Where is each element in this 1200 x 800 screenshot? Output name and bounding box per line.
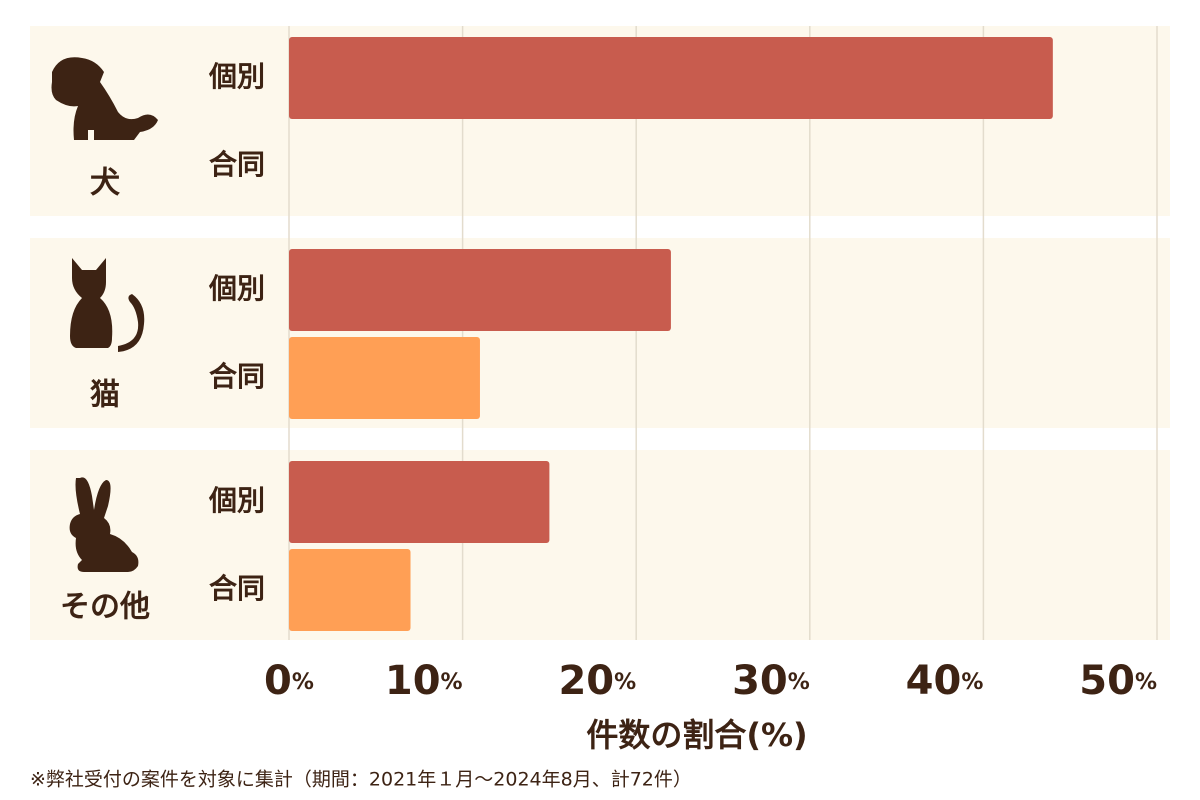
bar bbox=[289, 549, 411, 631]
series-label: 個別 bbox=[208, 484, 265, 517]
x-axis-title: 件数の割合(%) bbox=[586, 716, 807, 754]
panel bbox=[30, 450, 1170, 640]
series-label: 合同 bbox=[209, 148, 265, 181]
series-label: 個別 bbox=[208, 60, 265, 93]
bar bbox=[289, 337, 480, 419]
x-tick-label: 50% bbox=[1079, 658, 1157, 704]
bars bbox=[289, 37, 1053, 631]
x-tick-label: 40% bbox=[906, 658, 984, 704]
cat-icon bbox=[70, 258, 145, 352]
x-tick-label: 30% bbox=[732, 658, 810, 704]
series-label: 合同 bbox=[209, 360, 265, 393]
category-label: 猫 bbox=[90, 378, 120, 413]
series-label: 個別 bbox=[208, 272, 265, 305]
category-label: 犬 bbox=[90, 166, 120, 201]
dog-icon bbox=[51, 57, 158, 140]
footnote: ※弊社受付の案件を対象に集計（期間：2021年１月～2024年8月、計72件） bbox=[30, 769, 692, 791]
bar bbox=[289, 249, 671, 331]
bar bbox=[289, 37, 1053, 119]
category-label: その他 bbox=[60, 590, 150, 625]
icons bbox=[51, 57, 158, 572]
rabbit-icon bbox=[69, 477, 139, 572]
series-label: 合同 bbox=[209, 572, 265, 605]
bar bbox=[289, 461, 550, 543]
x-tick-label: 20% bbox=[558, 658, 636, 704]
x-tick-label: 10% bbox=[385, 658, 463, 704]
x-tick-label: 0% bbox=[264, 658, 314, 704]
